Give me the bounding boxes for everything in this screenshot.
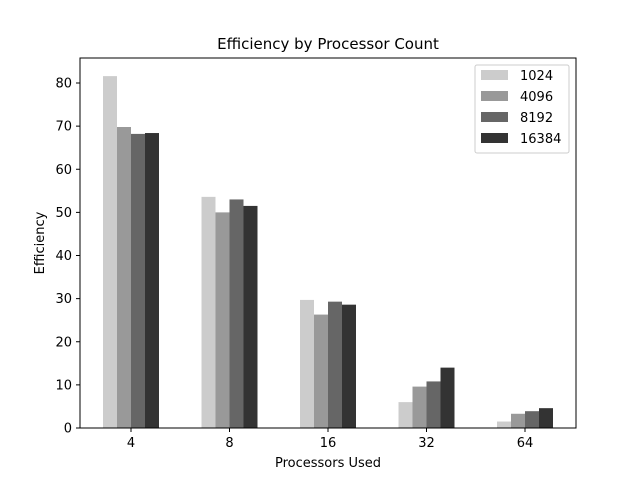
bar-16384-16 — [342, 304, 356, 428]
bar-4096-64 — [511, 413, 525, 428]
bars-layer — [103, 76, 553, 429]
x-tick-label: 4 — [127, 436, 135, 451]
bar-1024-8 — [201, 196, 216, 428]
legend-label-4096: 4096 — [520, 90, 553, 105]
chart-title: Efficiency by Processor Count — [217, 35, 439, 53]
x-axis-label: Processors Used — [275, 456, 381, 471]
bar-1024-4 — [103, 76, 117, 429]
bar-8192-8 — [229, 199, 244, 428]
bar-4096-16 — [314, 314, 328, 428]
bar-16384-32 — [440, 367, 455, 428]
bar-1024-16 — [300, 299, 314, 428]
bar-4096-8 — [215, 212, 230, 428]
y-tick-label: 10 — [55, 378, 72, 393]
y-tick-label: 0 — [64, 422, 72, 437]
x-tick-label: 16 — [320, 436, 337, 451]
x-tick-label: 32 — [418, 436, 435, 451]
legend-label-16384: 16384 — [520, 132, 561, 147]
bar-16384-4 — [145, 133, 159, 428]
bar-1024-32 — [398, 402, 413, 428]
y-tick-label: 50 — [55, 206, 72, 221]
y-axis: 0 10 20 30 40 50 60 70 80 — [55, 77, 80, 437]
bar-4096-4 — [117, 126, 131, 428]
y-tick-label: 30 — [55, 292, 72, 307]
bar-1024-64 — [497, 421, 511, 428]
y-tick-label: 60 — [55, 163, 72, 178]
legend-swatch-4096 — [481, 91, 508, 101]
y-tick-label: 40 — [55, 249, 72, 264]
legend-swatch-1024 — [481, 70, 508, 80]
bar-8192-32 — [426, 381, 441, 428]
x-tick-label: 64 — [517, 436, 534, 451]
legend-swatch-16384 — [481, 133, 508, 143]
bar-8192-4 — [131, 133, 145, 428]
x-axis: 4 8 16 32 64 — [127, 428, 533, 451]
legend: 1024 4096 8192 16384 — [474, 64, 570, 154]
bar-16384-64 — [539, 408, 553, 428]
bar-8192-64 — [525, 411, 539, 428]
x-tick-label: 8 — [225, 436, 233, 451]
y-tick-label: 20 — [55, 335, 72, 350]
legend-label-1024: 1024 — [520, 69, 553, 84]
bar-4096-32 — [412, 386, 427, 428]
y-tick-label: 80 — [55, 77, 72, 92]
legend-box — [474, 64, 570, 154]
legend-label-8192: 8192 — [520, 111, 553, 126]
legend-swatch-8192 — [481, 112, 508, 122]
bar-16384-8 — [243, 205, 258, 428]
y-tick-label: 70 — [55, 120, 72, 135]
bar-8192-16 — [328, 301, 342, 428]
y-axis-label: Efficiency — [33, 211, 48, 274]
